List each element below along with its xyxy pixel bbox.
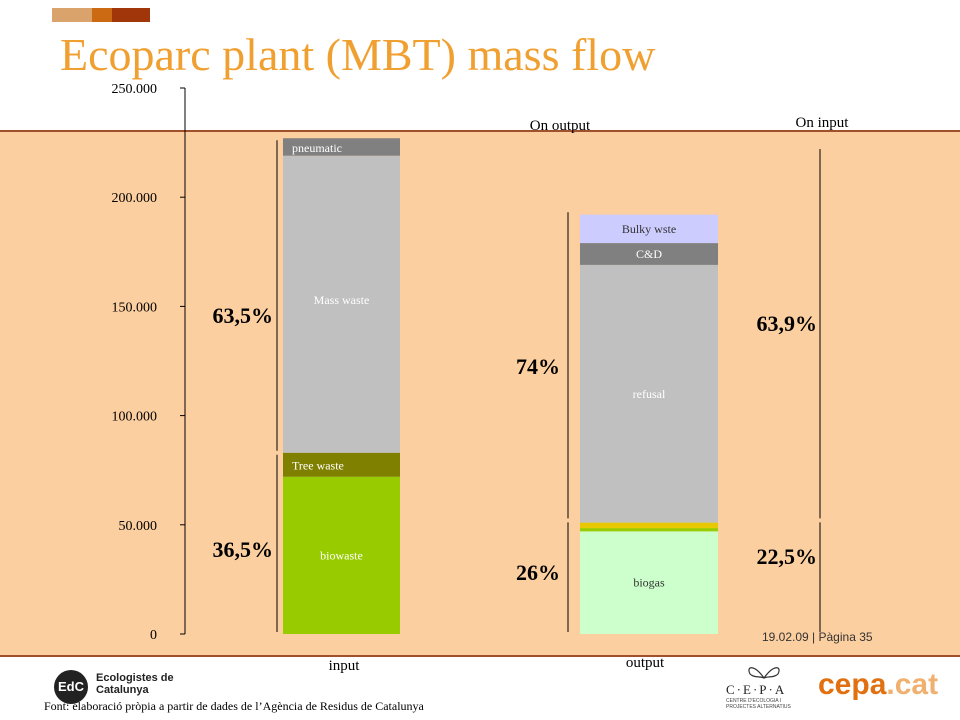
header-on-output: On output — [530, 118, 591, 134]
y-tick-label-1: 50.000 — [119, 519, 158, 534]
input-segment-label-3: pneumatic — [292, 141, 342, 155]
input-segment-label-0: biowaste — [320, 548, 363, 562]
input-segment-3 — [283, 138, 400, 156]
y-tick-label-2: 100.000 — [112, 410, 158, 425]
y-tick-label-0: 0 — [150, 628, 157, 643]
input-segment-1 — [283, 452, 400, 477]
ecologistes-logo: EdC Ecologistes de Catalunya — [54, 670, 194, 710]
cepa-subtitle: CENTRE D'ECOLOGIA I PROJECTES ALTERNATIU… — [726, 698, 791, 710]
page-title: Ecoparc plant (MBT) mass flow — [60, 29, 656, 80]
deco-square-2 — [92, 8, 112, 22]
output-right-pct-1: 63,9% — [757, 311, 818, 336]
input-segment-0 — [283, 476, 400, 634]
output-right-pct-0: 22,5% — [757, 544, 818, 569]
cepa-brand: cepa.cat — [818, 668, 938, 702]
input-segment-label-1: Tree waste — [292, 459, 344, 473]
input-left-pct-0: 36,5% — [213, 537, 274, 562]
output-segment-5 — [580, 214, 718, 244]
content-band — [0, 130, 960, 657]
output-left-pct-1: 74% — [516, 354, 560, 379]
output-segment-1 — [580, 528, 718, 532]
output-segment-label-4: C&D — [636, 247, 662, 261]
y-tick-label-4: 200.000 — [112, 191, 158, 206]
cepa-brand-tld: .cat — [886, 668, 939, 701]
input-left-pct-1: 63,5% — [213, 303, 274, 328]
output-segment-4 — [580, 243, 718, 265]
output-left-pct-0: 26% — [516, 560, 560, 585]
y-tick-label-5: 250.000 — [112, 82, 158, 97]
cepa-logo: C·E·P·A CENTRE D'ECOLOGIA I PROJECTES AL… — [722, 662, 812, 718]
deco-square-1 — [52, 8, 92, 22]
output-segment-3 — [580, 264, 718, 523]
page-number: 19.02.09 | Pàgina 35 — [762, 630, 873, 644]
x-label-output: output — [626, 655, 665, 671]
output-segment-label-0: biogas — [633, 576, 665, 590]
header-on-input: On input — [796, 115, 850, 131]
output-segment-2 — [580, 522, 718, 529]
x-label-input: input — [329, 658, 361, 674]
cepa-brand-name: cepa — [818, 668, 887, 701]
input-segment-label-2: Mass waste — [314, 293, 370, 307]
input-segment-2 — [283, 155, 400, 453]
deco-square-3 — [112, 8, 150, 22]
butterfly-icon — [748, 667, 780, 680]
source-note: Font: elaboració pròpia a partir de dade… — [44, 699, 424, 713]
output-segment-label-5: Bulky wste — [622, 222, 676, 236]
y-tick-label-3: 150.000 — [112, 300, 158, 315]
output-segment-0 — [580, 531, 718, 634]
edc-logo-icon: EdC — [54, 670, 88, 704]
output-segment-label-3: refusal — [633, 387, 666, 401]
cepa-letters: C·E·P·A — [726, 682, 787, 697]
ecologistes-logo-text: Ecologistes de Catalunya — [96, 672, 174, 696]
